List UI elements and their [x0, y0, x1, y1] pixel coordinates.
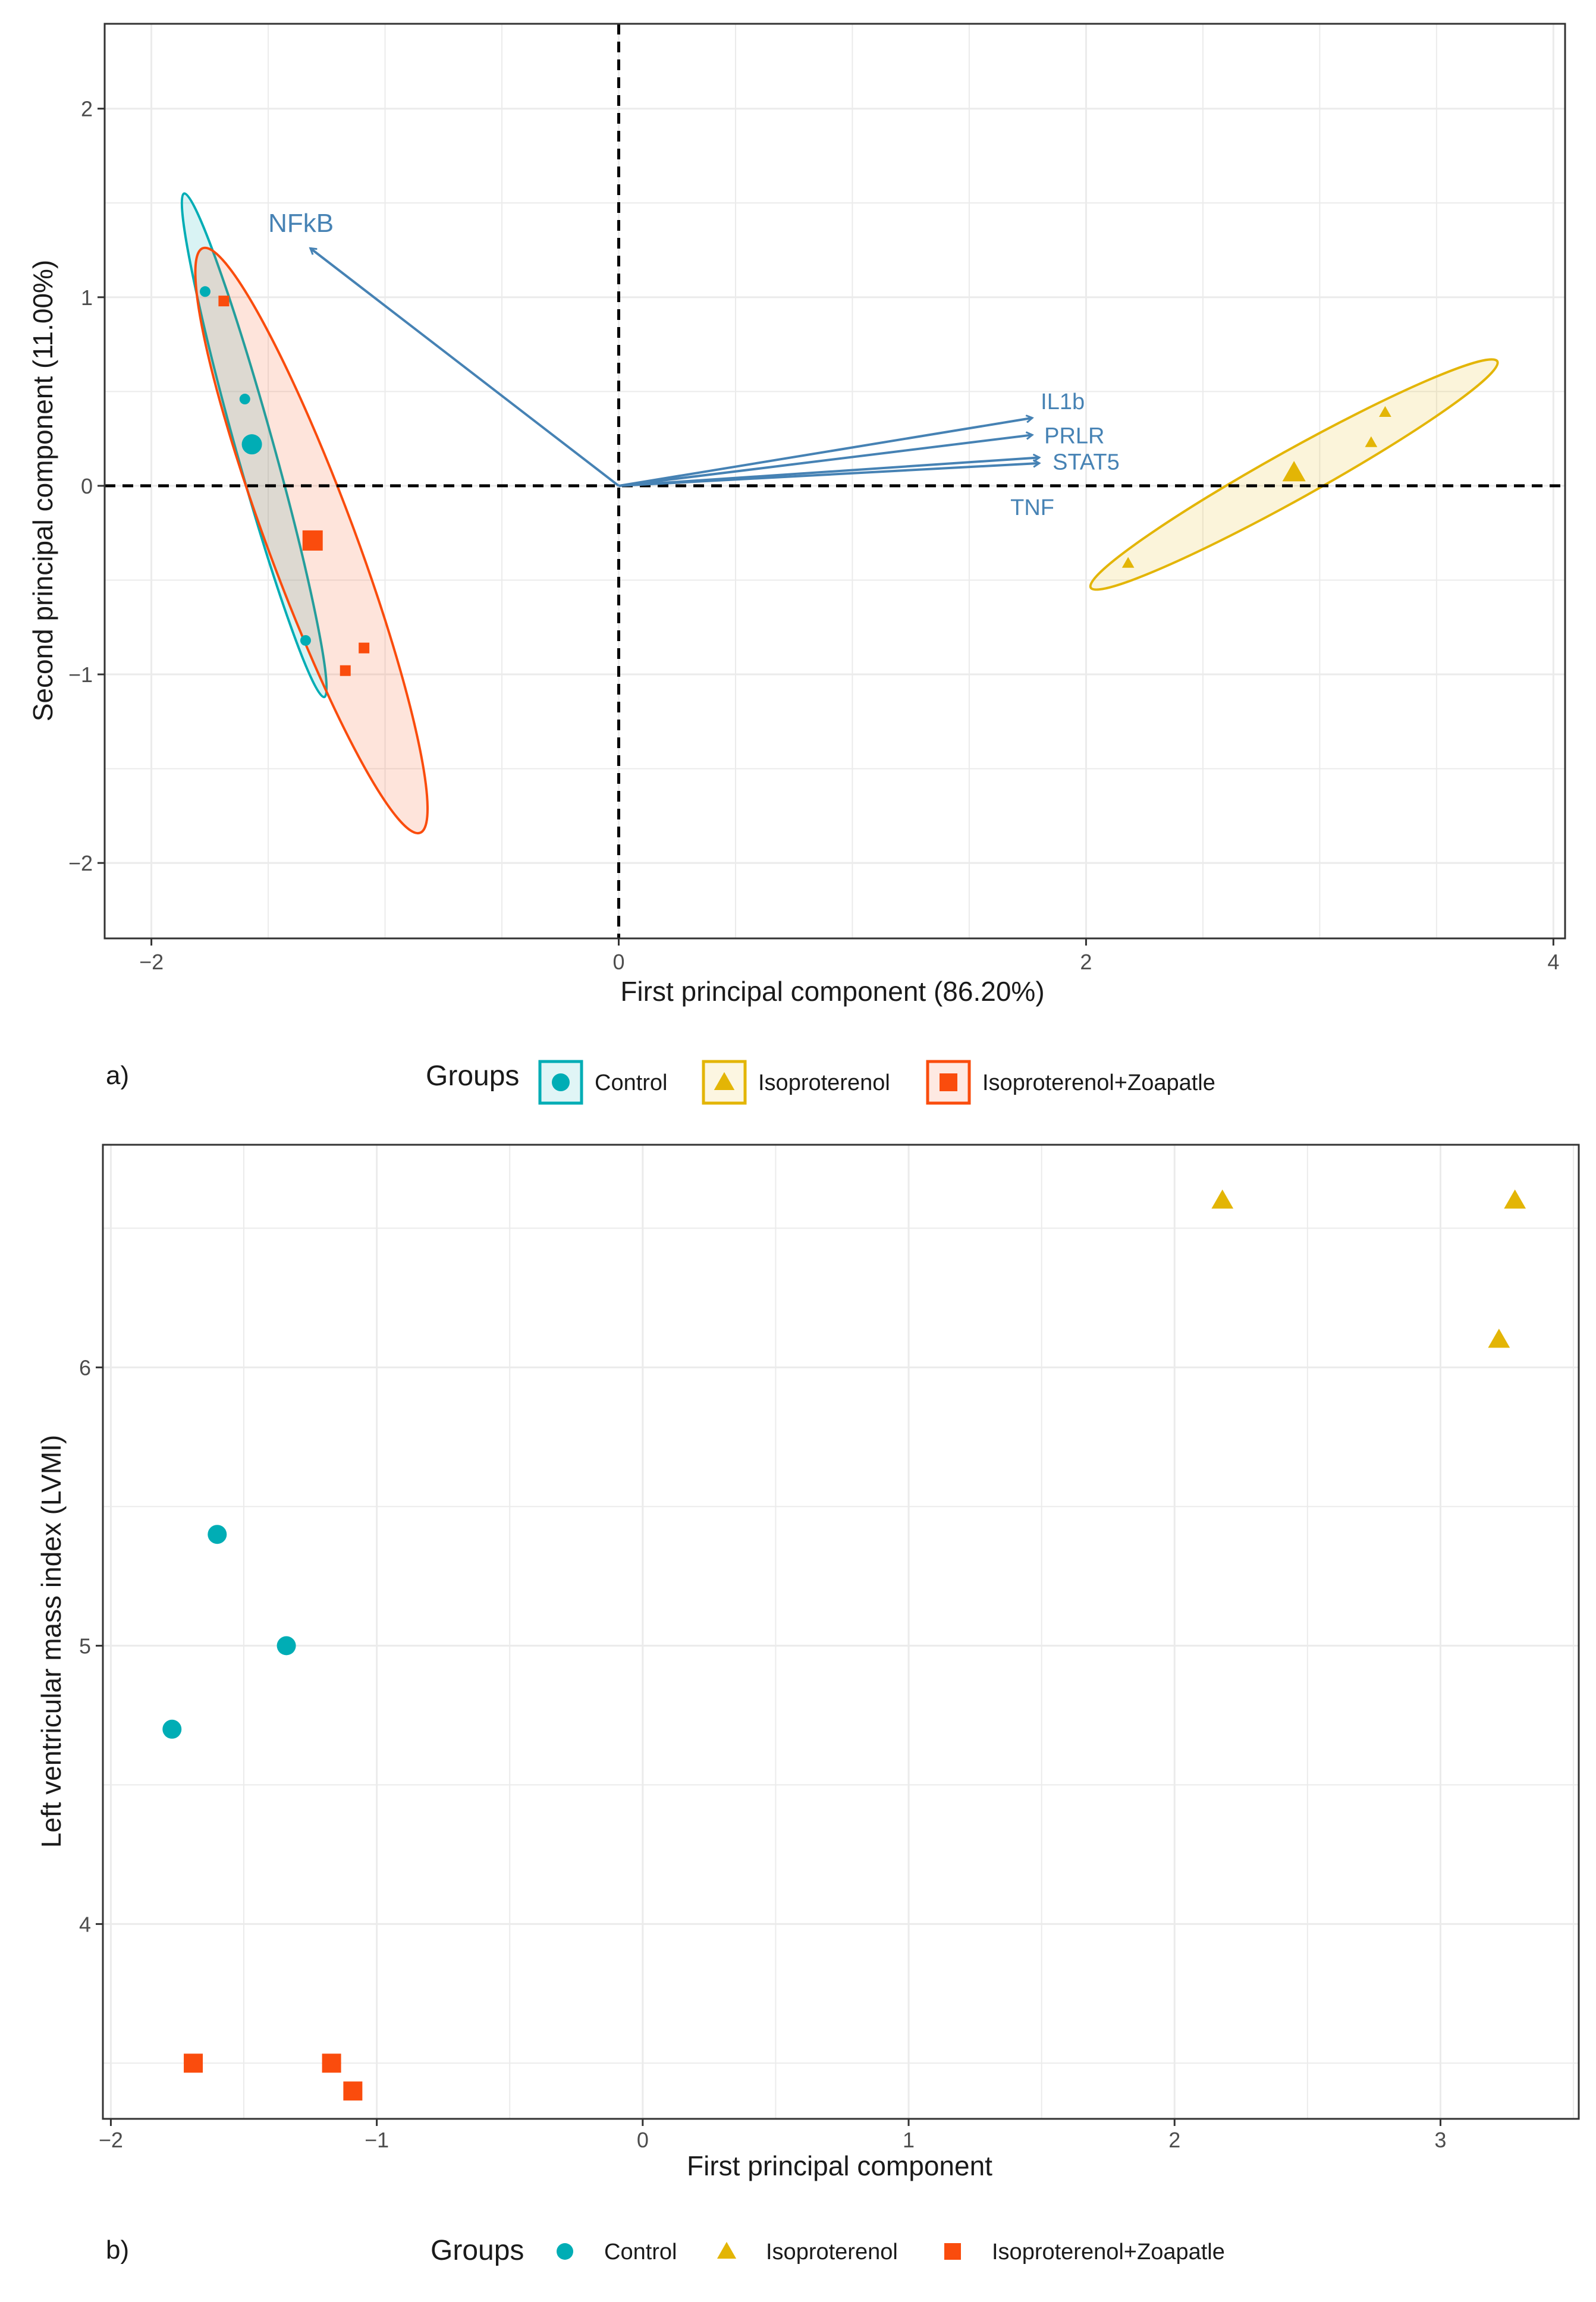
- legend-a-title: Groups: [426, 1060, 519, 1092]
- point-isoproterenol: [1379, 406, 1391, 417]
- legend-b-symbol-control: [557, 2243, 573, 2260]
- loading-arrow-prlr: [618, 435, 1033, 487]
- panel-b-y-axis-label: Left ventricular mass index (LVMI): [36, 1435, 67, 1848]
- legend-a-symbol-control: [552, 1073, 570, 1091]
- legend-b-label-isoproterenol: Isoproterenol: [766, 2240, 898, 2265]
- panel-b-gridlines: [103, 1145, 1579, 2119]
- point-zoapatle: [343, 2081, 363, 2101]
- panel-b-points: [162, 1189, 1526, 2101]
- loading-arrow-il1b: [618, 418, 1033, 487]
- point-control: [300, 635, 311, 646]
- loading-label-stat5: STAT5: [1053, 450, 1120, 475]
- panel-b-x-tick-label: 1: [903, 2128, 915, 2152]
- centroid-isoproterenol: [1282, 461, 1306, 482]
- point-zoapatle: [322, 2053, 341, 2073]
- panel-b-y-tick-label: 5: [79, 1634, 91, 1658]
- panel-b-legend: Groups Control Isoproterenol Isoproterenol…: [431, 2235, 1225, 2266]
- panel-a-x-tick-label: 0: [612, 950, 624, 974]
- panel-b-label: b): [106, 2235, 129, 2265]
- centroid-zoapatle: [302, 530, 323, 551]
- panel-a-legend: Groups Control Isoproterenol Isoproterenol…: [426, 1060, 1215, 1105]
- panel-a-y-tick-label: −2: [68, 851, 93, 875]
- point-isoproterenol: [1121, 557, 1135, 568]
- panel-b-x-tick-label: −1: [365, 2128, 389, 2152]
- panel-b-scatter: −2 −1 0 1 2 3 4 5 6 First principal component Le…: [36, 1144, 1580, 2265]
- point-control: [277, 1636, 296, 1656]
- point-zoapatle: [184, 2053, 203, 2073]
- panel-b-y-tick-label: 6: [79, 1355, 91, 1380]
- panel-b-x-tick-label: 0: [637, 2128, 649, 2152]
- panel-b-x-tick-label: −2: [99, 2128, 123, 2152]
- legend-b-label-zoapatle: Isoproterenol+Zoapatle: [992, 2240, 1225, 2265]
- panel-a-points: [199, 286, 1391, 676]
- legend-b-title: Groups: [431, 2235, 524, 2266]
- loading-label-tnf: TNF: [1010, 495, 1054, 520]
- point-isoproterenol: [1504, 1189, 1526, 1209]
- panel-a-x-tick-label: 4: [1547, 950, 1559, 974]
- panel-a-ellipses: [180, 192, 1499, 835]
- loading-label-prlr: PRLR: [1044, 423, 1104, 448]
- point-zoapatle: [340, 665, 351, 676]
- panel-b-y-tick-label: 4: [79, 1912, 91, 1936]
- panel-a-label: a): [106, 1061, 129, 1090]
- panel-b-x-tick-label: 2: [1168, 2128, 1180, 2152]
- centroid-control: [241, 434, 262, 455]
- panel-b-x-axis-label: First principal component: [687, 2150, 992, 2181]
- loading-label-nfkb: NFkB: [268, 209, 334, 238]
- panel-a-reference-lines: [105, 24, 1565, 938]
- point-control: [239, 394, 250, 405]
- panel-a-y-tick-label: 1: [81, 285, 93, 310]
- panel-b-x-tick-label: 3: [1434, 2128, 1446, 2152]
- panel-b-axis-ticks: −2 −1 0 1 2 3 4 5 6: [79, 1355, 1446, 2152]
- panel-a-y-tick-label: 2: [81, 97, 93, 121]
- legend-a-label-control: Control: [595, 1070, 668, 1095]
- legend-a-label-zoapatle: Isoproterenol+Zoapatle: [982, 1070, 1215, 1095]
- loading-arrow-tnf: [618, 463, 1039, 487]
- panel-a-gridlines: [105, 24, 1565, 938]
- legend-a-symbol-isoproterenol: [714, 1072, 735, 1090]
- panel-a-y-tick-label: −1: [68, 662, 93, 687]
- legend-b-symbol-isoproterenol: [717, 2241, 737, 2259]
- panel-a-x-tick-label: −2: [139, 950, 164, 974]
- legend-a-symbol-zoapatle: [940, 1073, 957, 1091]
- panel-a-y-tick-label: 0: [81, 474, 93, 498]
- point-isoproterenol: [1211, 1189, 1234, 1209]
- point-control: [199, 286, 211, 297]
- panel-a-x-tick-label: 2: [1080, 950, 1092, 974]
- point-zoapatle: [218, 296, 230, 307]
- legend-a-label-isoproterenol: Isoproterenol: [758, 1070, 890, 1095]
- legend-b-label-control: Control: [604, 2240, 677, 2265]
- loading-arrow-nfkb: [310, 248, 620, 487]
- panel-a-border: [103, 23, 1566, 940]
- panel-a-y-axis-label: Second principal component (11.00%): [27, 260, 58, 722]
- point-control: [162, 1719, 182, 1739]
- panel-a-x-axis-label: First principal component (86.20%): [620, 976, 1044, 1007]
- point-isoproterenol: [1365, 436, 1378, 447]
- legend-b-symbol-zoapatle: [944, 2243, 961, 2260]
- panel-b-border: [102, 1144, 1580, 2120]
- point-zoapatle: [359, 642, 370, 654]
- point-isoproterenol: [1488, 1329, 1510, 1348]
- panel-a-axis-ticks: −2 0 2 4 −2 −1 0 1 2: [68, 97, 1559, 974]
- point-control: [208, 1525, 227, 1544]
- loading-label-il1b: IL1b: [1041, 390, 1085, 414]
